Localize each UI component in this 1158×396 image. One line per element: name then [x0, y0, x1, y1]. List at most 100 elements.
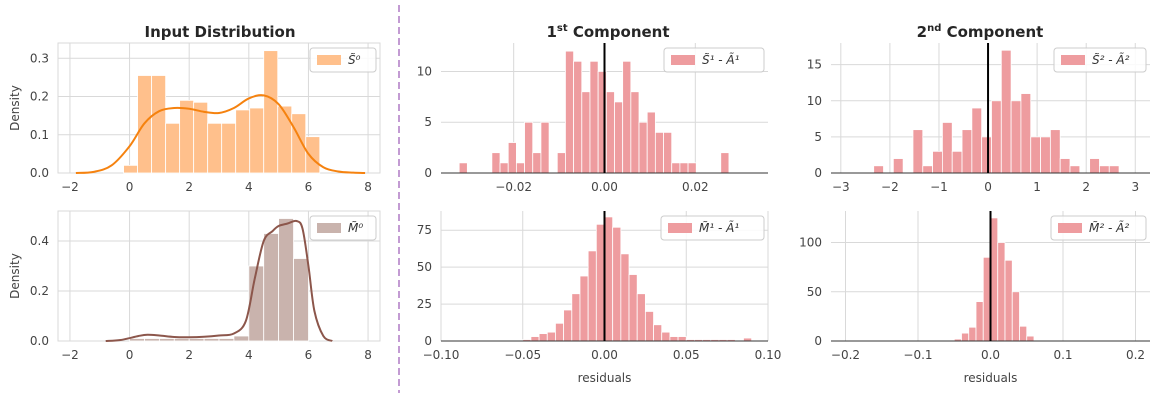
- histogram-bar: [646, 111, 656, 174]
- legend-swatch: [317, 55, 341, 65]
- histogram-bar: [305, 136, 321, 174]
- histogram-bar: [971, 107, 983, 174]
- histogram-bar: [207, 122, 223, 174]
- histogram-bar: [1108, 165, 1120, 174]
- x-tick-label: 0: [126, 180, 134, 194]
- histogram-bar: [669, 336, 679, 342]
- histogram-bar: [1040, 136, 1051, 174]
- title-input-distribution: Input Distribution: [144, 23, 295, 41]
- histogram-bar: [975, 301, 984, 342]
- y-tick-label: 0.3: [30, 51, 49, 65]
- legend-box: [1050, 215, 1147, 241]
- legend-swatch: [317, 223, 341, 233]
- y-tick-label: 0: [424, 166, 432, 180]
- histogram-bar: [291, 113, 307, 174]
- x-axis-label: residuals: [964, 371, 1018, 385]
- x-tick-label: 8: [364, 348, 372, 362]
- histogram-bar: [612, 226, 622, 342]
- histogram-bar: [932, 150, 943, 174]
- panel-input_bottom: −2 0 2 4 6 8 0.0 0.2 0.4 Density M̃⁰: [8, 210, 381, 362]
- histogram-bar: [942, 122, 953, 174]
- histogram-bar: [1020, 93, 1032, 174]
- y-tick-label: 5: [814, 130, 822, 144]
- histogram-bar: [961, 129, 973, 174]
- histogram-bar: [604, 216, 614, 342]
- histogram-bar: [679, 162, 689, 174]
- histogram-bar: [491, 152, 501, 174]
- histogram-bar: [892, 158, 904, 174]
- histogram-bar: [458, 162, 468, 174]
- histogram-bar: [123, 164, 139, 174]
- y-tick-label: 0: [814, 166, 822, 180]
- histogram-bar: [233, 335, 250, 342]
- legend-box: [309, 47, 377, 73]
- histogram-bar: [515, 162, 525, 174]
- y-tick-label: 50: [417, 260, 432, 274]
- histogram-bar: [997, 242, 1006, 342]
- histogram-bar: [644, 311, 654, 342]
- x-tick-label: 4: [245, 348, 253, 362]
- histogram-bar: [278, 218, 294, 342]
- x-tick-label: −0.05: [504, 348, 541, 362]
- histogram-bar: [579, 275, 589, 342]
- x-tick-label: 0.0: [981, 348, 1000, 362]
- histogram-bar: [654, 131, 664, 174]
- x-tick-label: 0.2: [1126, 348, 1145, 362]
- histogram-bar: [235, 109, 251, 174]
- x-tick-label: 0.10: [755, 348, 782, 362]
- x-tick-label: 6: [305, 180, 313, 194]
- legend-swatch: [671, 55, 695, 65]
- histogram-bar: [507, 142, 517, 174]
- y-tick-label: 100: [799, 236, 822, 250]
- x-tick-label: −2: [61, 180, 79, 194]
- histogram-bar: [1010, 100, 1022, 174]
- panel-comp2_bottom: −0.2 −0.1 0.0 0.1 0.2 0 50 100 residuals M̃² - Ã²: [799, 211, 1150, 385]
- x-tick-label: −1: [930, 180, 948, 194]
- histogram-bar: [179, 99, 195, 174]
- legend-swatch: [1058, 223, 1082, 233]
- histogram-bar: [565, 50, 575, 174]
- y-axis-label: Density: [8, 85, 22, 131]
- y-tick-label: 0.2: [30, 90, 49, 104]
- histogram-bar: [188, 338, 205, 342]
- kde-curve: [75, 94, 366, 174]
- histogram-bar: [173, 338, 190, 342]
- panel-comp2_top: −3 −2 −1 0 1 2 3 0 5 10 15 S̃² - Ã²: [807, 43, 1150, 194]
- x-tick-label: 2: [185, 180, 193, 194]
- histogram-bar: [922, 165, 933, 174]
- histogram-bar: [620, 253, 630, 342]
- histogram-bar: [981, 136, 992, 174]
- histogram-bar: [573, 60, 583, 174]
- histogram-bar: [144, 338, 160, 342]
- histogram-bar: [873, 165, 884, 174]
- legend-label: M̃¹ - Ã¹: [699, 220, 739, 235]
- x-tick-label: 0.02: [682, 180, 709, 194]
- x-tick-label: −0.10: [423, 348, 460, 362]
- histogram-bar: [293, 258, 309, 342]
- histogram-bar: [563, 309, 573, 342]
- histogram-bar: [982, 256, 991, 342]
- y-tick-label: 0: [814, 334, 822, 348]
- histogram-bar: [532, 152, 542, 174]
- histogram-bar: [636, 293, 646, 342]
- x-tick-label: 6: [305, 348, 313, 362]
- histogram-bar: [628, 274, 638, 342]
- histogram-bar: [961, 332, 970, 342]
- y-tick-label: 10: [807, 94, 822, 108]
- histogram-bar: [277, 105, 293, 174]
- x-tick-label: 4: [245, 180, 253, 194]
- histogram-bar: [968, 326, 977, 342]
- histogram-bar: [614, 101, 624, 174]
- histogram-bar: [1099, 165, 1110, 174]
- legend-label: M̃² - Ã²: [1089, 220, 1129, 235]
- x-tick-label: 2: [1082, 180, 1090, 194]
- histogram-bar: [1089, 158, 1100, 174]
- histogram-bar: [1000, 49, 1012, 174]
- histogram-bar: [499, 162, 509, 174]
- histogram-bar: [595, 223, 605, 342]
- histogram-bar: [589, 60, 599, 174]
- legend-label: S̃⁰: [348, 53, 361, 67]
- y-tick-label: 15: [807, 58, 822, 72]
- y-tick-label: 10: [417, 64, 432, 78]
- histogram-bar: [605, 91, 615, 174]
